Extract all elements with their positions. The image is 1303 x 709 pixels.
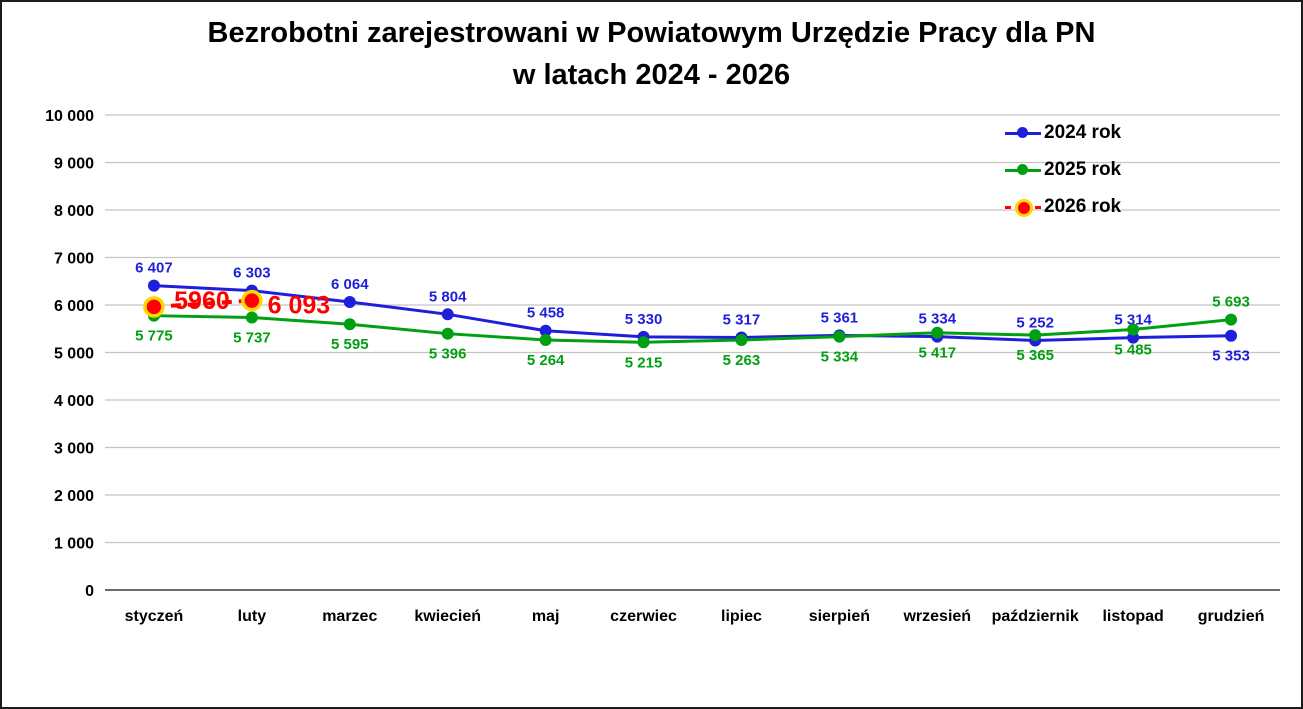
y-axis-tick-label: 1 000: [54, 536, 94, 553]
x-axis-label: grudzień: [1198, 608, 1265, 625]
data-label-2025-rok-wrzesień: 5 417: [919, 345, 957, 362]
x-axis-label: listopad: [1102, 608, 1163, 625]
data-point-2025-rok-lipiec: [735, 334, 748, 347]
data-point-2024-rok-kwiecień: [441, 308, 454, 321]
legend-item-2025: 2025 rok: [1005, 151, 1121, 188]
y-axis-tick-label: 2 000: [54, 488, 94, 505]
data-point-2025-rok-grudzień: [1225, 313, 1238, 326]
legend-marker-2024-icon: [1005, 126, 1041, 140]
data-label-2025-rok-kwiecień: 5 396: [429, 346, 467, 363]
data-point-2025-rok-wrzesień: [931, 326, 944, 339]
data-point-2025-rok-sierpień: [833, 330, 846, 343]
chart-title: Bezrobotni zarejestrowani w Powiatowym U…: [2, 12, 1301, 96]
y-axis-tick-label: 8 000: [54, 203, 94, 220]
data-label-2025-rok-maj: 5 264: [527, 352, 565, 369]
x-axis-label: wrzesień: [902, 608, 971, 625]
x-axis-label: maj: [532, 608, 560, 625]
data-point-2025-rok-marzec: [343, 318, 356, 331]
y-axis-tick-label: 9 000: [54, 156, 94, 173]
legend-label-2025: 2025 rok: [1044, 158, 1122, 180]
data-point-2024-rok-maj: [539, 324, 552, 337]
data-label-2024-rok-sierpień: 5 361: [821, 309, 859, 326]
data-point-2026-rok-styczeń: [143, 296, 165, 318]
legend-marker-2026-icon: [1005, 198, 1041, 217]
data-label-2024-rok-listopad: 5 314: [1114, 312, 1152, 329]
data-label-2024-rok-maj: 5 458: [527, 305, 565, 322]
x-axis-label: sierpień: [809, 608, 870, 625]
x-axis-label: marzec: [322, 608, 377, 625]
data-label-2025-rok-sierpień: 5 334: [821, 349, 859, 366]
legend-item-2024: 2024 rok: [1005, 114, 1121, 151]
y-axis-tick-label: 3 000: [54, 441, 94, 458]
data-point-2025-rok-listopad: [1127, 323, 1140, 336]
x-axis-label: czerwiec: [610, 608, 677, 625]
data-label-2026-rok-luty: 6 093: [268, 292, 331, 320]
x-axis-label: październik: [992, 608, 1079, 625]
legend-item-2026: 2026 rok: [1005, 188, 1121, 225]
y-axis-tick-label: 6 000: [54, 298, 94, 315]
data-label-2025-rok-październik: 5 365: [1016, 347, 1054, 364]
data-label-2024-rok-styczeń: 6 407: [135, 260, 173, 277]
data-point-2025-rok-maj: [539, 333, 552, 346]
data-label-2024-rok-październik: 5 252: [1016, 315, 1054, 332]
data-point-2025-rok-październik: [1029, 329, 1042, 342]
x-axis-label: kwiecień: [414, 608, 481, 625]
x-axis-label: styczeń: [125, 608, 184, 625]
data-label-2025-rok-marzec: 5 595: [331, 336, 369, 353]
legend-marker-2025-icon: [1005, 163, 1041, 177]
legend-dot-icon: [1017, 126, 1028, 138]
data-label-2025-rok-luty: 5 737: [233, 329, 271, 346]
data-point-2025-rok-luty: [245, 311, 258, 324]
data-label-2024-rok-luty: 6 303: [233, 265, 271, 282]
y-axis-tick-label: 5 000: [54, 346, 94, 363]
data-label-2025-rok-styczeń: 5 775: [135, 328, 173, 345]
x-axis-label: lipiec: [721, 608, 762, 625]
data-label-2024-rok-kwiecień: 5 804: [429, 288, 467, 305]
data-label-2024-rok-wrzesień: 5 334: [919, 311, 957, 328]
data-label-2025-rok-listopad: 5 485: [1114, 341, 1152, 358]
series-line-2024-rok: [153, 284, 1232, 343]
y-axis-tick-label: 4 000: [54, 393, 94, 410]
data-label-2024-rok-czerwiec: 5 330: [625, 311, 663, 328]
data-point-2024-rok-styczeń: [147, 279, 160, 292]
data-label-2025-rok-lipiec: 5 263: [723, 352, 761, 369]
data-point-2026-rok-luty: [241, 289, 263, 312]
legend-dot-icon: [1015, 198, 1033, 217]
series-line-2025-rok: [153, 314, 1232, 344]
y-axis-tick-label: 10 000: [45, 108, 94, 125]
chart-title-line-1: Bezrobotni zarejestrowani w Powiatowym U…: [207, 17, 1096, 49]
data-label-2026-rok-styczeń: 5960: [174, 287, 230, 315]
data-label-2024-rok-marzec: 6 064: [331, 276, 369, 293]
data-label-2025-rok-grudzień: 5 693: [1212, 294, 1250, 311]
data-label-2025-rok-czerwiec: 5 215: [625, 354, 663, 371]
legend-label-2026: 2026 rok: [1044, 195, 1122, 217]
y-axis-tick-label: 0: [85, 583, 94, 600]
data-point-2025-rok-czerwiec: [637, 336, 650, 349]
data-point-2025-rok-kwiecień: [441, 327, 454, 340]
legend-label-2024: 2024 rok: [1044, 121, 1122, 143]
data-label-2024-rok-grudzień: 5 353: [1212, 348, 1250, 365]
legend-dot-icon: [1017, 163, 1028, 175]
legend: 2024 rok 2025 rok 2026 rok: [1005, 114, 1121, 225]
y-axis-tick-label: 7 000: [54, 251, 94, 268]
data-point-2024-rok-grudzień: [1225, 329, 1238, 342]
x-axis-label: luty: [238, 608, 267, 625]
data-label-2024-rok-lipiec: 5 317: [723, 311, 761, 328]
data-point-2024-rok-marzec: [343, 295, 356, 308]
chart-title-line-2: w latach 2024 - 2026: [512, 59, 791, 91]
